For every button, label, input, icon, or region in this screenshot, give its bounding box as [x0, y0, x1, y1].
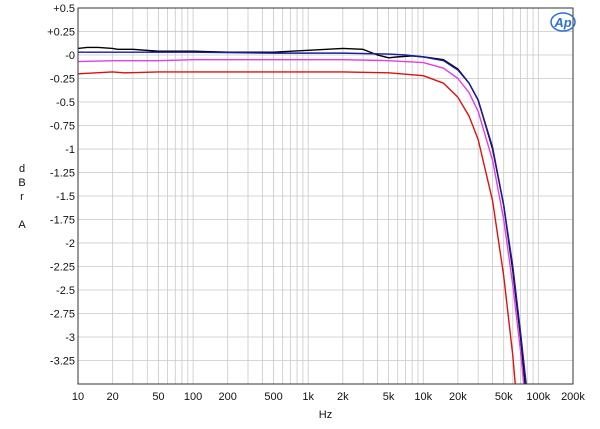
grid-lines — [77, 7, 574, 384]
x-tick-label: 10 — [72, 391, 84, 403]
x-tick-label: 500 — [264, 391, 282, 403]
y-tick-label: -0.75 — [50, 121, 75, 133]
x-tick-label: 100 — [184, 391, 202, 403]
y-tick-labels: +0.5 +0.25 -0 -0.25 -0.5 -0.75 -1 -1.25 -1.5 -1.7… — [47, 3, 75, 368]
series-line-4 — [78, 71, 516, 384]
x-tick-label: 20 — [107, 391, 119, 403]
series-line-3 — [78, 59, 525, 384]
y-axis-label: dBr A — [18, 163, 26, 231]
y-tick-label: -0.25 — [50, 74, 75, 86]
y-tick-label: -3.25 — [50, 356, 75, 368]
x-tick-label: 200 — [219, 391, 237, 403]
y-tick-label: -3 — [65, 332, 75, 344]
x-tick-label: 2k — [337, 391, 349, 403]
x-tick-label: 5k — [383, 391, 395, 403]
y-tick-label: -2.5 — [56, 285, 75, 297]
y-tick-label: -2 — [65, 238, 75, 250]
y-axis-label-char: A — [18, 219, 26, 231]
y-tick-label: -1 — [65, 144, 75, 156]
x-tick-label: 100k — [526, 391, 550, 403]
y-tick-label: +0.25 — [47, 27, 75, 39]
y-axis-label-char: d — [19, 163, 25, 175]
y-tick-label: -1.5 — [56, 191, 75, 203]
series-layer — [78, 46, 527, 384]
x-tick-label: 1k — [302, 391, 314, 403]
y-tick-label: -0.5 — [56, 97, 75, 109]
y-tick-label: -2.25 — [50, 262, 75, 274]
ap-logo-mark — [550, 12, 576, 32]
x-tick-label: 20k — [449, 391, 467, 403]
y-tick-label: +0.5 — [53, 3, 75, 15]
x-axis-label: Hz — [319, 409, 332, 421]
series-line-2 — [78, 51, 527, 384]
x-tick-label: 10k — [414, 391, 432, 403]
y-tick-label: -2.75 — [50, 309, 75, 321]
x-tick-label: 50k — [495, 391, 513, 403]
y-tick-label: -1.75 — [50, 215, 75, 227]
x-tick-label: 50 — [152, 391, 164, 403]
ap-logo-text: Ap — [553, 15, 571, 30]
y-tick-label: -0 — [65, 50, 75, 62]
y-axis-label-char: r — [20, 191, 24, 203]
y-axis-label-char: B — [18, 177, 25, 189]
plot-border — [77, 7, 574, 385]
x-tick-labels: 10 20 50 100 200 500 1k 2k 5k 10k 20k 50k 100k 200k — [72, 391, 586, 403]
y-tick-label: -1.25 — [50, 168, 75, 180]
x-tick-label: 200k — [561, 391, 585, 403]
ap-logo: Ap — [550, 12, 576, 32]
